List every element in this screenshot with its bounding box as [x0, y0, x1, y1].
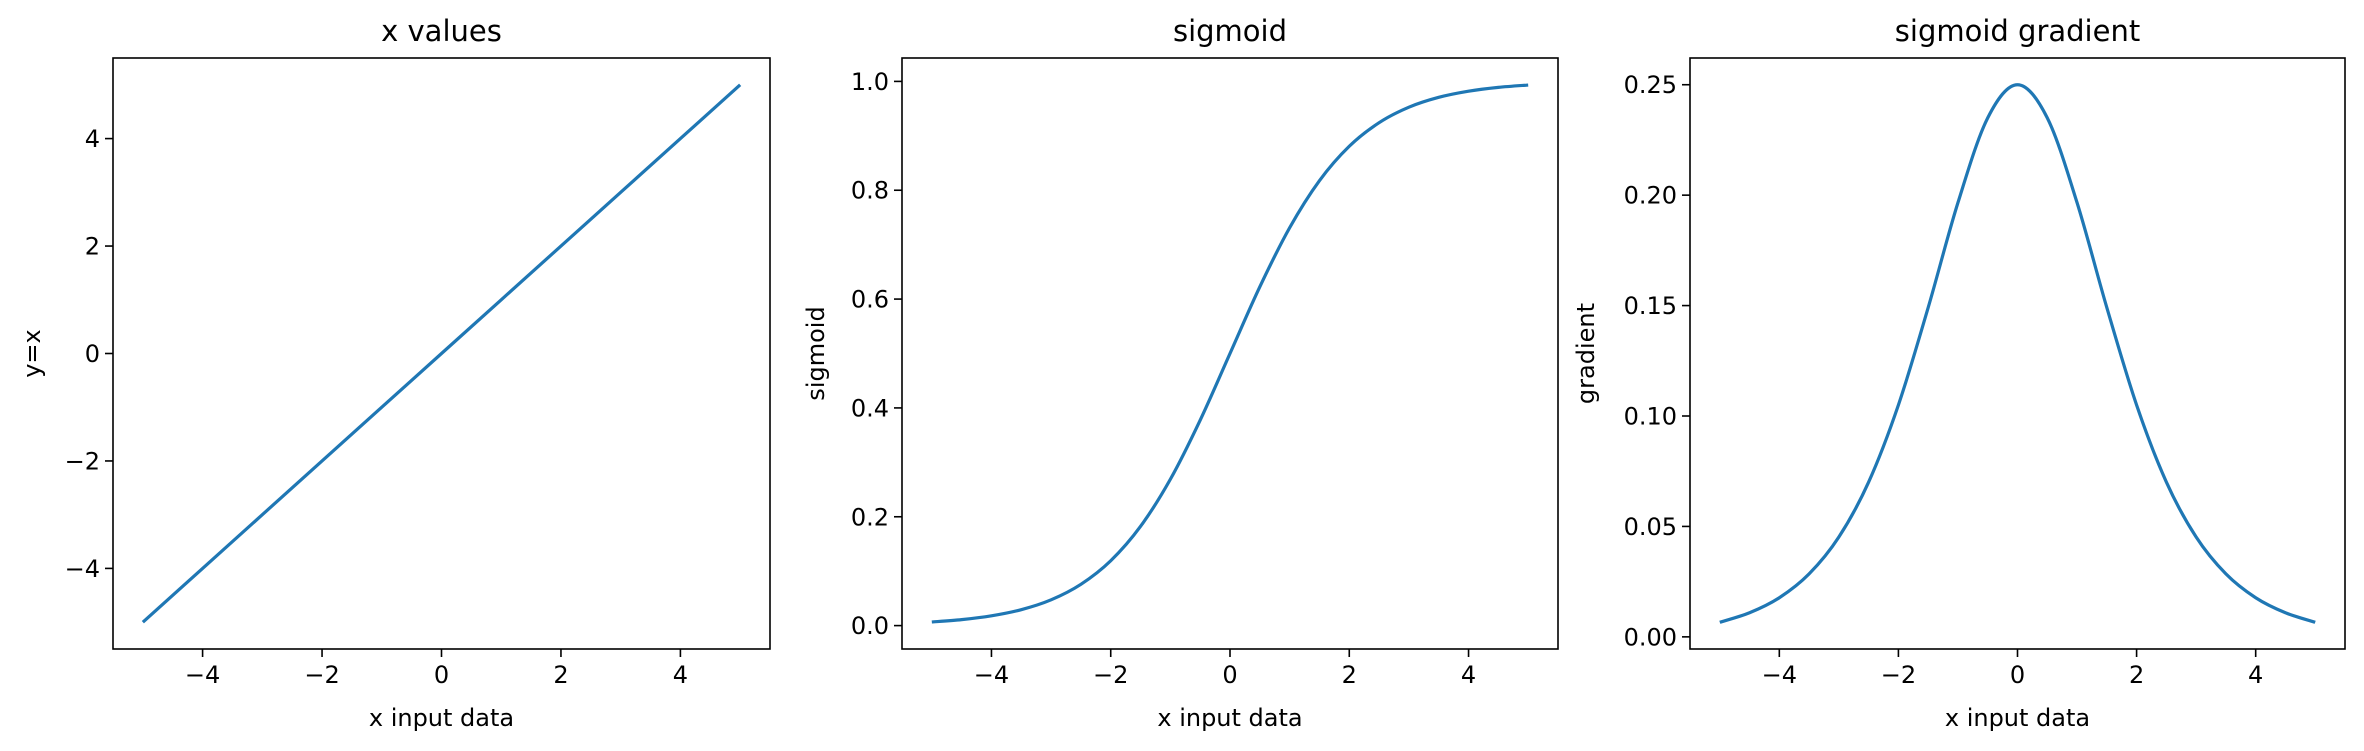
series-line [931, 83, 1529, 624]
y-ticks: 0.0 0.2 0.4 0.6 0.8 1.0 [851, 68, 902, 640]
y-tick-label: 0 [85, 340, 100, 368]
x-tick-label: −2 [1881, 661, 1916, 689]
y-ticks: −4 −2 0 2 4 [65, 125, 113, 583]
x-tick-label: −4 [1762, 661, 1797, 689]
y-tick-label: 0.4 [851, 394, 889, 422]
x-tick-label: 4 [1461, 661, 1476, 689]
x-tick-label: 4 [673, 661, 688, 689]
subplot-title: x values [381, 14, 502, 48]
y-ticks: 0.00 0.05 0.10 0.15 0.20 0.25 [1624, 71, 1690, 651]
plot-lines [931, 83, 1529, 624]
x-ticks: −4 −2 0 2 4 [974, 649, 1476, 689]
x-tick-label: −2 [304, 661, 339, 689]
axes-frame [112, 57, 771, 650]
y-tick-label: 0.2 [851, 503, 889, 531]
subplot-title: sigmoid [1173, 14, 1287, 48]
subplot-title: sigmoid gradient [1895, 14, 2140, 48]
x-tick-label: 0 [1222, 661, 1237, 689]
y-tick-label: 2 [85, 233, 100, 261]
plot-lines [1719, 83, 2316, 624]
x-tick-label: 2 [553, 661, 568, 689]
y-tick-label: 0.00 [1624, 623, 1677, 651]
x-tick-label: 4 [2248, 661, 2263, 689]
y-tick-label: 0.15 [1624, 292, 1677, 320]
x-ticks: −4 −2 0 2 4 [1762, 649, 2263, 689]
x-axis-label: x input data [1945, 704, 2090, 732]
x-tick-label: 2 [1342, 661, 1357, 689]
y-tick-label: 0.6 [851, 286, 889, 314]
y-tick-label: −4 [65, 555, 100, 583]
y-tick-label: 0.10 [1624, 403, 1677, 431]
subplot-x-values: x values x input data y=x −4 −2 0 2 4 −4 −2 0 2… [18, 14, 771, 732]
x-axis-label: x input data [1157, 704, 1302, 732]
x-tick-label: 0 [2010, 661, 2025, 689]
y-tick-label: 0.25 [1624, 71, 1677, 99]
plot-lines [141, 83, 742, 624]
series-line [1719, 83, 2316, 624]
x-axis-label: x input data [369, 704, 514, 732]
y-axis-label: y=x [18, 329, 46, 378]
axes-frame [1689, 57, 2346, 650]
y-tick-label: 0.20 [1624, 182, 1677, 210]
x-tick-label: 0 [434, 661, 449, 689]
x-tick-label: −4 [974, 661, 1009, 689]
series-line [141, 83, 742, 624]
subplot-sigmoid-gradient: sigmoid gradient x input data gradient −… [1572, 14, 2346, 732]
y-axis-label: gradient [1572, 303, 1600, 404]
x-tick-label: 2 [2129, 661, 2144, 689]
y-axis-label: sigmoid [802, 306, 830, 400]
y-tick-label: −2 [65, 447, 100, 475]
x-tick-label: −2 [1093, 661, 1128, 689]
subplot-sigmoid: sigmoid x input data sigmoid −4 −2 0 2 4 0.0… [802, 14, 1559, 732]
y-tick-label: 0.05 [1624, 513, 1677, 541]
x-ticks: −4 −2 0 2 4 [185, 649, 688, 689]
y-tick-label: 4 [85, 125, 100, 153]
y-tick-label: 0.8 [851, 177, 889, 205]
x-tick-label: −4 [185, 661, 220, 689]
axes-frame [901, 57, 1559, 650]
y-tick-label: 1.0 [851, 68, 889, 96]
y-tick-label: 0.0 [851, 612, 889, 640]
